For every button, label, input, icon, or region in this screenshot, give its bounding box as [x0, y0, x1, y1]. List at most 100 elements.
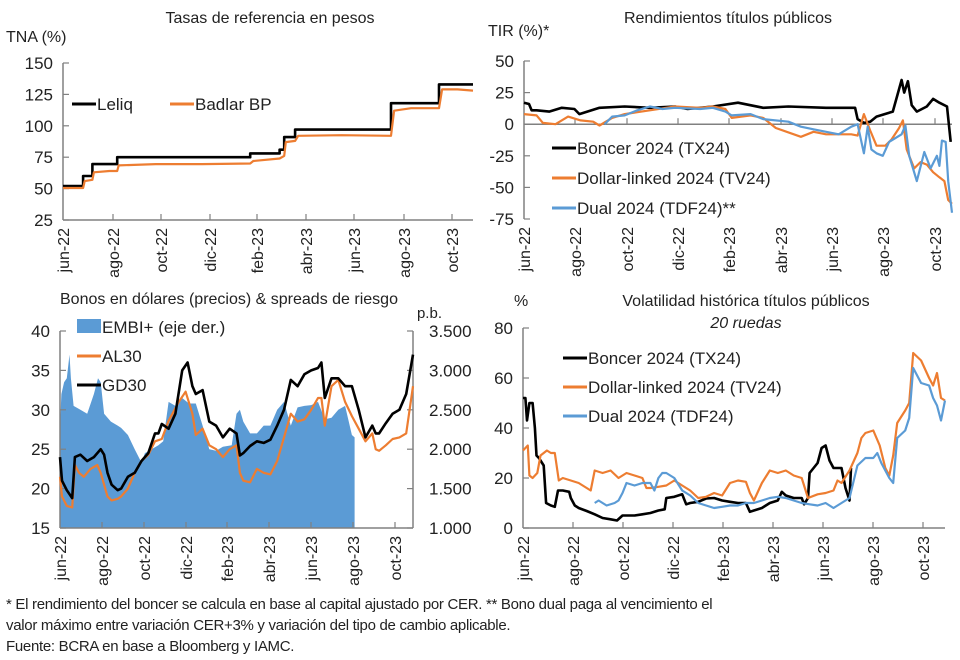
panel-bonos: Bonos en dólares (precios) & spreads de …	[31, 291, 471, 586]
x-tick-label: feb-23	[220, 536, 237, 581]
series-line-gd30	[58, 354, 415, 500]
y2-tick-label: 3.500	[429, 322, 472, 341]
y-tick-label: 0	[505, 115, 514, 134]
legend-label: Dollar-linked 2024 (TV24)	[577, 169, 771, 188]
x-tick-label: ago-23	[866, 536, 883, 586]
y-tick-label: 40	[31, 322, 50, 341]
y2-tick-label: 3.000	[429, 361, 472, 380]
x-tick-label: ago-23	[876, 227, 893, 277]
y-tick-label: 50	[495, 52, 514, 71]
x-tick-label: dic-22	[203, 228, 220, 272]
series-line-al30	[58, 378, 415, 509]
x-tick-label: dic-22	[671, 227, 688, 271]
x-tick-label: abr-23	[766, 536, 783, 582]
y-tick-label: 20	[494, 469, 513, 488]
series-area-embi	[60, 354, 355, 528]
y2-tick-label: 2.000	[429, 440, 472, 459]
legend-label: EMBI+ (eje der.)	[102, 318, 225, 337]
y-tick-label: 20	[31, 480, 50, 499]
x-tick-label: feb-23	[722, 227, 739, 272]
y-axis-label: %	[514, 293, 528, 310]
y2-tick-label: 1.000	[429, 519, 472, 538]
footnotes: * El rendimiento del boncer se calcula e…	[6, 594, 956, 657]
x-tick-label: jun-23	[825, 227, 842, 273]
panel-title: Bonos en dólares (precios) & spreads de …	[60, 291, 398, 308]
x-tick-label: ago-22	[106, 228, 123, 278]
x-tick-label: abr-23	[262, 536, 279, 582]
legend-label: Dual 2024 (TDF24)**	[577, 199, 736, 218]
x-tick-label: oct-22	[154, 228, 171, 273]
legend-swatch	[77, 319, 101, 333]
series-line-badlar-bp	[63, 88, 474, 190]
footnote-source: Fuente: BCRA en base a Bloomberg y IAMC.	[6, 638, 295, 655]
x-tick-label: oct-22	[620, 227, 637, 272]
footnote-2: valor máximo entre variación CER+3% y va…	[6, 617, 511, 634]
y-tick-label: 35	[31, 361, 50, 380]
series-line-boncer-2024-tx24	[523, 78, 952, 143]
x-tick-label: jun-22	[517, 227, 534, 273]
panel-volatilidad: Volatilidad histórica títulos públicos 2…	[494, 293, 947, 586]
x-tick-label: oct-23	[916, 536, 933, 581]
x-tick-label: ago-23	[346, 536, 363, 586]
series-line-boncer-2024-tx24	[523, 396, 853, 522]
y-tick-label: -75	[489, 210, 514, 229]
x-tick-label: jun-22	[516, 536, 533, 582]
y-tick-label: -50	[489, 178, 514, 197]
x-tick-label: ago-23	[397, 228, 414, 278]
y-axis-label: TNA (%)	[6, 29, 66, 46]
x-tick-label: abr-23	[774, 227, 791, 273]
x-tick-label: dic-22	[666, 536, 683, 580]
x-tick-label: oct-23	[928, 227, 945, 272]
panel-subtitle: 20 ruedas	[709, 315, 781, 332]
y-tick-label: 40	[494, 419, 513, 438]
x-tick-label: oct-23	[388, 536, 405, 581]
y-tick-label: 25	[495, 84, 514, 103]
legend-label: AL30	[102, 347, 142, 366]
x-tick-label: feb-23	[250, 228, 267, 273]
x-tick-label: jun-22	[56, 228, 73, 274]
x-tick-label: oct-23	[445, 228, 462, 273]
x-tick-label: dic-22	[179, 536, 196, 580]
y-tick-label: -25	[489, 147, 514, 166]
legend-label: Dollar-linked 2024 (TV24)	[588, 378, 782, 397]
y-tick-label: 30	[31, 401, 50, 420]
y2-tick-label: 2.500	[429, 401, 472, 420]
x-tick-label: oct-22	[616, 536, 633, 581]
y-tick-label: 0	[504, 519, 513, 538]
y2-tick-label: 1.500	[429, 480, 472, 499]
legend-label: Boncer 2024 (TX24)	[588, 349, 741, 368]
panel-title: Volatilidad histórica títulos públicos	[622, 293, 869, 310]
y-tick-label: 75	[34, 148, 53, 167]
x-tick-label: ago-22	[95, 536, 112, 586]
panel-title: Rendimientos títulos públicos	[624, 10, 832, 27]
legend-label: Badlar BP	[195, 95, 272, 114]
y-tick-label: 100	[25, 117, 53, 136]
series-line-dual-2024-tdf24	[594, 366, 947, 510]
y-tick-label: 125	[25, 85, 53, 104]
x-tick-label: feb-23	[716, 536, 733, 581]
series-line-dollar-linked-2024-tv24	[522, 351, 946, 502]
legend-label: Boncer 2024 (TX24)	[577, 139, 730, 158]
y-axis-label: TIR (%)*	[488, 23, 549, 40]
legend-label: Dual 2024 (TDF24)	[588, 407, 734, 426]
series-line-leliq	[63, 83, 473, 188]
x-tick-label: jun-22	[53, 536, 70, 582]
footnote-1: * El rendimiento del boncer se calcula e…	[6, 596, 713, 613]
panel-title: Tasas de referencia en pesos	[165, 10, 374, 27]
x-tick-label: jun-23	[304, 536, 321, 582]
y-tick-label: 15	[31, 519, 50, 538]
y-tick-label: 60	[494, 369, 513, 388]
y-tick-label: 25	[34, 211, 53, 230]
y-tick-label: 50	[34, 180, 53, 199]
y-tick-label: 80	[494, 319, 513, 338]
legend-label: GD30	[102, 376, 146, 395]
series-line-dollar-linked-2024-tv24	[523, 105, 953, 205]
series-line-dual-2024-tdf24	[603, 105, 954, 213]
x-tick-label: abr-23	[299, 228, 316, 274]
y-tick-label: 150	[25, 54, 53, 73]
x-tick-label: jun-23	[347, 228, 364, 274]
y2-axis-label: p.b.	[417, 305, 442, 322]
panel-tasas: Tasas de referencia en pesos TNA (%) 25 5…	[6, 10, 474, 278]
x-tick-label: ago-22	[566, 536, 583, 586]
